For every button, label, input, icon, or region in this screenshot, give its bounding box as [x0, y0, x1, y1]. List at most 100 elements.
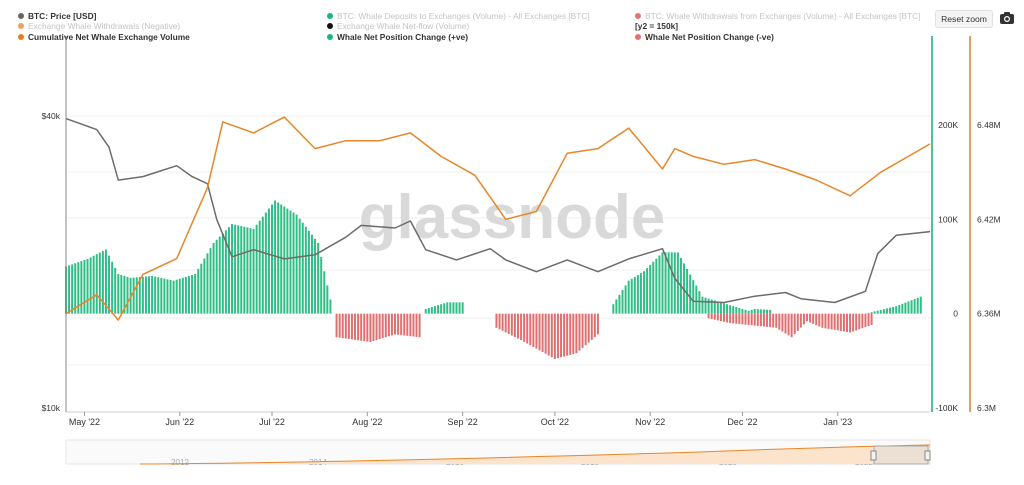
bar [679, 257, 682, 314]
bar [587, 313, 590, 343]
bar [271, 204, 274, 314]
bars-group [65, 200, 922, 359]
bar [744, 313, 747, 325]
bar [670, 252, 673, 314]
bar [753, 308, 756, 314]
legend-marker [635, 13, 641, 19]
bar [144, 276, 147, 314]
bar [104, 249, 107, 314]
bar [357, 313, 360, 341]
bar [719, 313, 722, 322]
bar [397, 313, 400, 335]
bar [314, 238, 317, 314]
legend-item[interactable]: BTC: Price [USD] [18, 11, 96, 21]
bar [320, 257, 323, 314]
bar [784, 313, 787, 334]
navigator-line [139, 444, 931, 465]
axes-group: May '22 Jun '22 Jul '22 Aug '22 Sep '22 Oct '… [42, 36, 1001, 427]
navigator-label: 2018 [581, 458, 599, 467]
bar [418, 313, 421, 338]
legend-item[interactable]: [y2 = 150k] [635, 21, 678, 31]
bar [440, 304, 443, 314]
bar [686, 268, 689, 314]
legend-item[interactable]: BTC: Whale Withdrawals from Exchanges (V… [635, 11, 921, 21]
legend-marker [327, 23, 333, 29]
legend-item[interactable]: Exchange Whale Net-flow (Volume) [327, 21, 469, 31]
bar [298, 218, 301, 314]
navigator-label: 2012 [171, 458, 189, 467]
bar [95, 254, 98, 314]
bar [793, 313, 796, 335]
y-mid-tick-label: 200K [938, 120, 958, 130]
bar [566, 313, 569, 356]
bar [200, 263, 203, 314]
bar [729, 305, 732, 314]
bar [738, 313, 741, 325]
navigator-area [140, 445, 930, 464]
bar [778, 313, 781, 330]
reset-zoom-button[interactable]: Reset zoom [935, 10, 993, 28]
bar [845, 313, 848, 333]
legend-item[interactable]: Whale Net Position Change (+ve) [327, 32, 468, 42]
bar [516, 313, 519, 339]
cumulative-line [65, 116, 931, 321]
bar [790, 313, 793, 338]
bar [249, 228, 252, 314]
bar [719, 302, 722, 314]
legend-marker [18, 34, 24, 40]
navigator-label: 2014 [309, 458, 327, 467]
bar [858, 313, 861, 330]
y-mid-tick-label: 0 [953, 309, 958, 319]
bar [427, 308, 430, 314]
bar [556, 313, 559, 359]
bar [821, 313, 824, 328]
bar [612, 304, 615, 314]
bar [698, 291, 701, 314]
bar [842, 313, 845, 332]
bar [658, 255, 661, 314]
bar [895, 306, 898, 314]
bar [726, 313, 729, 323]
navigator-selection [873, 445, 929, 465]
bar [815, 313, 818, 326]
navigator-track [65, 439, 931, 465]
bar [123, 275, 126, 314]
legend-item[interactable]: Cumulative Net Whale Exchange Volume [18, 32, 190, 42]
legend-marker [18, 13, 24, 19]
bar [307, 230, 310, 314]
legend-item[interactable]: Whale Net Position Change (-ve) [635, 32, 774, 42]
bar [129, 277, 132, 314]
y-left-tick-label: $40k [42, 111, 61, 121]
x-tick-label: Sep '22 [448, 417, 478, 427]
bar [157, 277, 160, 314]
bar [393, 313, 396, 335]
legend-item[interactable]: Exchange Whale Withdrawals (Negative) [18, 21, 180, 31]
bar [729, 313, 732, 324]
legend-label: Exchange Whale Withdrawals (Negative) [28, 21, 181, 31]
bar [750, 313, 753, 326]
x-tick-label: Aug '22 [352, 417, 382, 427]
bar [154, 276, 157, 314]
bar [151, 275, 154, 314]
bar [593, 313, 596, 338]
bar [806, 313, 809, 322]
bar [913, 299, 916, 314]
bar [384, 313, 387, 338]
bar [830, 313, 833, 330]
bar [630, 278, 633, 314]
legend-item[interactable]: BTC: Whale Deposits to Exchanges (Volume… [327, 11, 590, 21]
bar [836, 313, 839, 331]
bar [292, 212, 295, 314]
bar [864, 313, 867, 328]
bar [246, 227, 249, 314]
legend-marker [18, 23, 24, 29]
bar [227, 227, 230, 314]
bar [83, 260, 86, 314]
bar [169, 279, 172, 314]
bar [141, 276, 144, 314]
bar [172, 280, 175, 314]
camera-icon[interactable] [998, 10, 1016, 26]
bar [326, 285, 329, 314]
bar [387, 313, 390, 337]
